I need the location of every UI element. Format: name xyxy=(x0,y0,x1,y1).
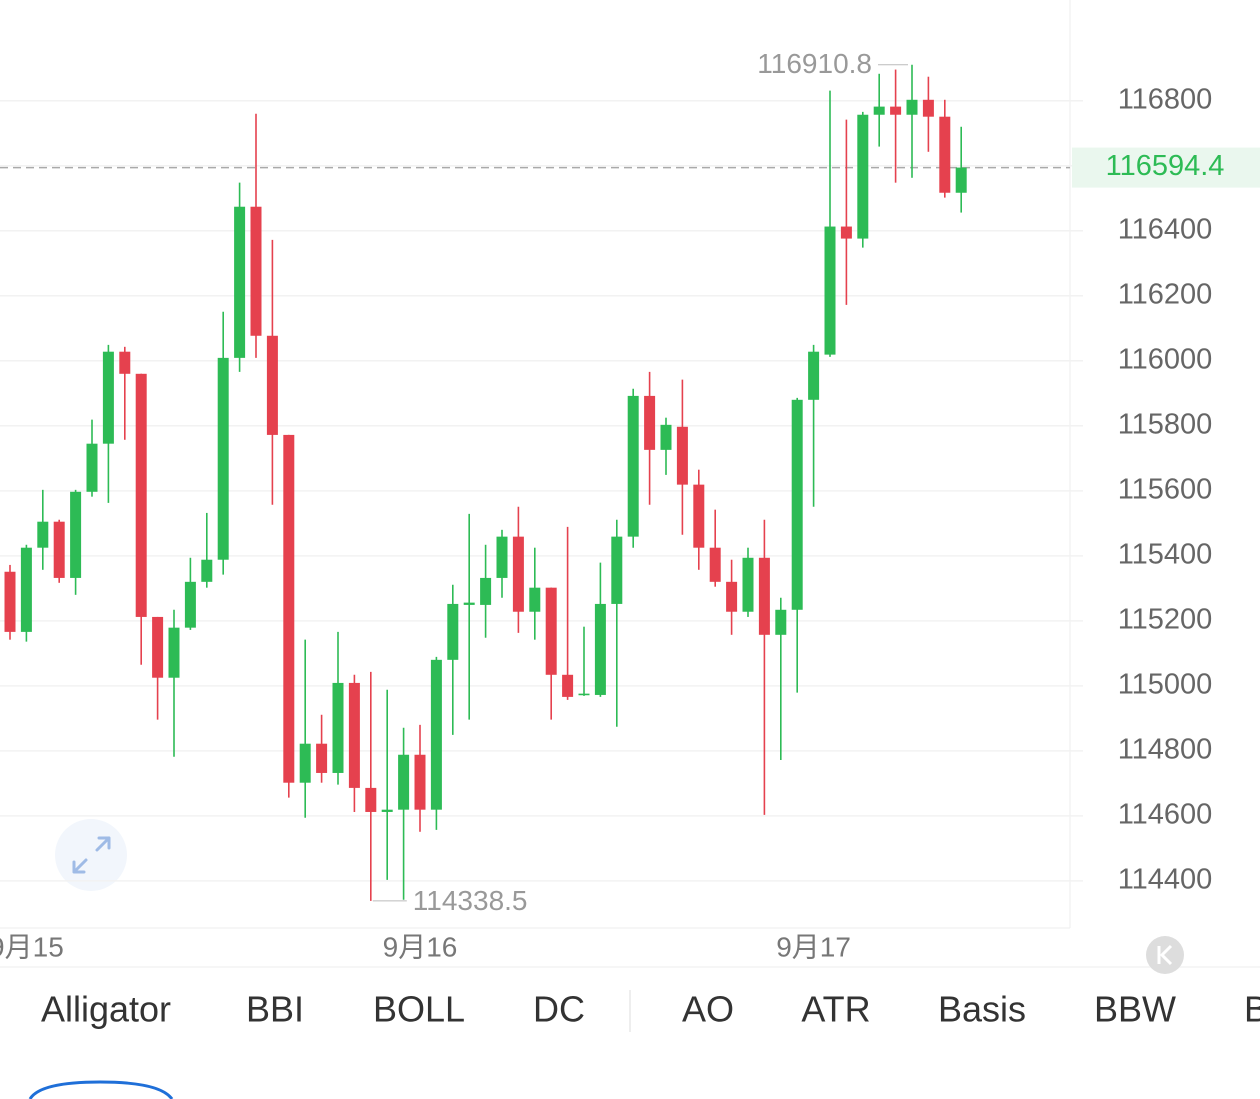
candle-body xyxy=(660,424,672,450)
candle-body xyxy=(676,426,688,485)
last-price-label: 116594.4 xyxy=(1106,150,1225,182)
candle-body xyxy=(726,581,738,612)
candle-body xyxy=(135,373,147,617)
candle-body xyxy=(234,206,246,358)
candle-body xyxy=(348,682,360,788)
y-tick-label: 115800 xyxy=(1118,408,1213,440)
candle-body xyxy=(86,443,98,492)
candle-body xyxy=(496,536,508,578)
candle-body xyxy=(266,335,278,435)
y-tick-label: 115600 xyxy=(1118,473,1213,505)
candle-body xyxy=(709,547,721,582)
min-label: 114338.5 xyxy=(413,885,528,916)
candle-body xyxy=(742,557,754,612)
candle-body xyxy=(70,491,82,578)
candle-body xyxy=(316,743,328,773)
y-tick-label: 115200 xyxy=(1118,603,1213,635)
candle-body xyxy=(594,603,606,695)
y-tick-label: 114600 xyxy=(1118,799,1213,831)
candle-body xyxy=(430,659,442,810)
last-price-box xyxy=(1072,147,1260,188)
candle-body xyxy=(955,167,967,193)
candle-body xyxy=(53,521,65,578)
candle-body xyxy=(168,627,180,678)
candle-body xyxy=(791,399,803,610)
candle-body xyxy=(102,351,114,444)
indicator-tab[interactable]: BBW xyxy=(1094,989,1176,1030)
candle-body xyxy=(299,743,311,783)
candle-body xyxy=(4,571,16,632)
candle-body xyxy=(758,557,770,635)
candle-body xyxy=(693,484,705,548)
candle-body xyxy=(414,754,426,810)
candle-body xyxy=(824,226,836,355)
candle-body xyxy=(775,609,787,635)
y-tick-label: 115400 xyxy=(1118,538,1213,570)
candle-body xyxy=(250,206,262,336)
candle-body xyxy=(201,559,213,582)
indicator-tab[interactable]: DC xyxy=(533,989,585,1030)
y-tick-label: 116400 xyxy=(1118,213,1213,245)
indicator-tab[interactable]: BBI xyxy=(246,989,304,1030)
max-label: 116910.8 xyxy=(757,48,872,79)
collapse-button[interactable] xyxy=(1146,936,1184,974)
candle-body xyxy=(184,581,196,628)
indicator-tab[interactable]: BOLL xyxy=(373,989,465,1030)
candle-body xyxy=(840,226,852,239)
y-tick-label: 114400 xyxy=(1118,864,1213,896)
candle-body xyxy=(857,114,869,239)
candle-body xyxy=(332,682,344,773)
y-tick-label: 116200 xyxy=(1118,278,1213,310)
candle-body xyxy=(922,99,934,117)
candle-body xyxy=(119,351,131,374)
indicator-tab[interactable]: Alligator xyxy=(41,989,171,1030)
y-tick-label: 115000 xyxy=(1118,668,1213,700)
candle-body xyxy=(808,351,820,400)
candle-body xyxy=(545,587,557,675)
candle-body xyxy=(562,674,574,697)
candle-body xyxy=(644,395,656,450)
candle-body xyxy=(578,693,590,696)
indicator-tab[interactable]: B xyxy=(1244,989,1260,1030)
expand-button[interactable] xyxy=(55,819,127,891)
candle-body xyxy=(217,357,229,560)
indicator-tab[interactable]: AO xyxy=(682,989,734,1030)
candle-body xyxy=(283,434,295,783)
candle-body xyxy=(37,521,49,548)
candle-body xyxy=(939,116,951,193)
candle-body xyxy=(398,754,410,810)
candle-body xyxy=(873,106,885,115)
tab-button[interactable] xyxy=(28,1080,174,1099)
x-tick-label: 9月17 xyxy=(776,931,851,962)
y-tick-label: 114800 xyxy=(1118,734,1213,766)
candle-body xyxy=(890,106,902,115)
indicator-tab[interactable]: Basis xyxy=(938,989,1026,1030)
candle-body xyxy=(529,587,541,612)
candle-body xyxy=(447,603,459,660)
candle-body xyxy=(906,99,918,115)
x-tick-label: 9月15 xyxy=(0,931,64,962)
candle-body xyxy=(512,536,524,612)
y-tick-label: 116000 xyxy=(1118,343,1213,375)
candle-body xyxy=(365,787,377,812)
candle-body xyxy=(381,809,393,812)
x-tick-label: 9月16 xyxy=(383,931,458,962)
candle-body xyxy=(611,536,623,604)
indicator-tab[interactable]: ATR xyxy=(801,989,870,1030)
candle-body xyxy=(463,602,475,605)
candle-body xyxy=(480,577,492,605)
candle-body xyxy=(627,395,639,537)
y-tick-label: 116800 xyxy=(1118,83,1213,115)
candle-body xyxy=(20,547,32,632)
candle-body xyxy=(152,616,164,678)
